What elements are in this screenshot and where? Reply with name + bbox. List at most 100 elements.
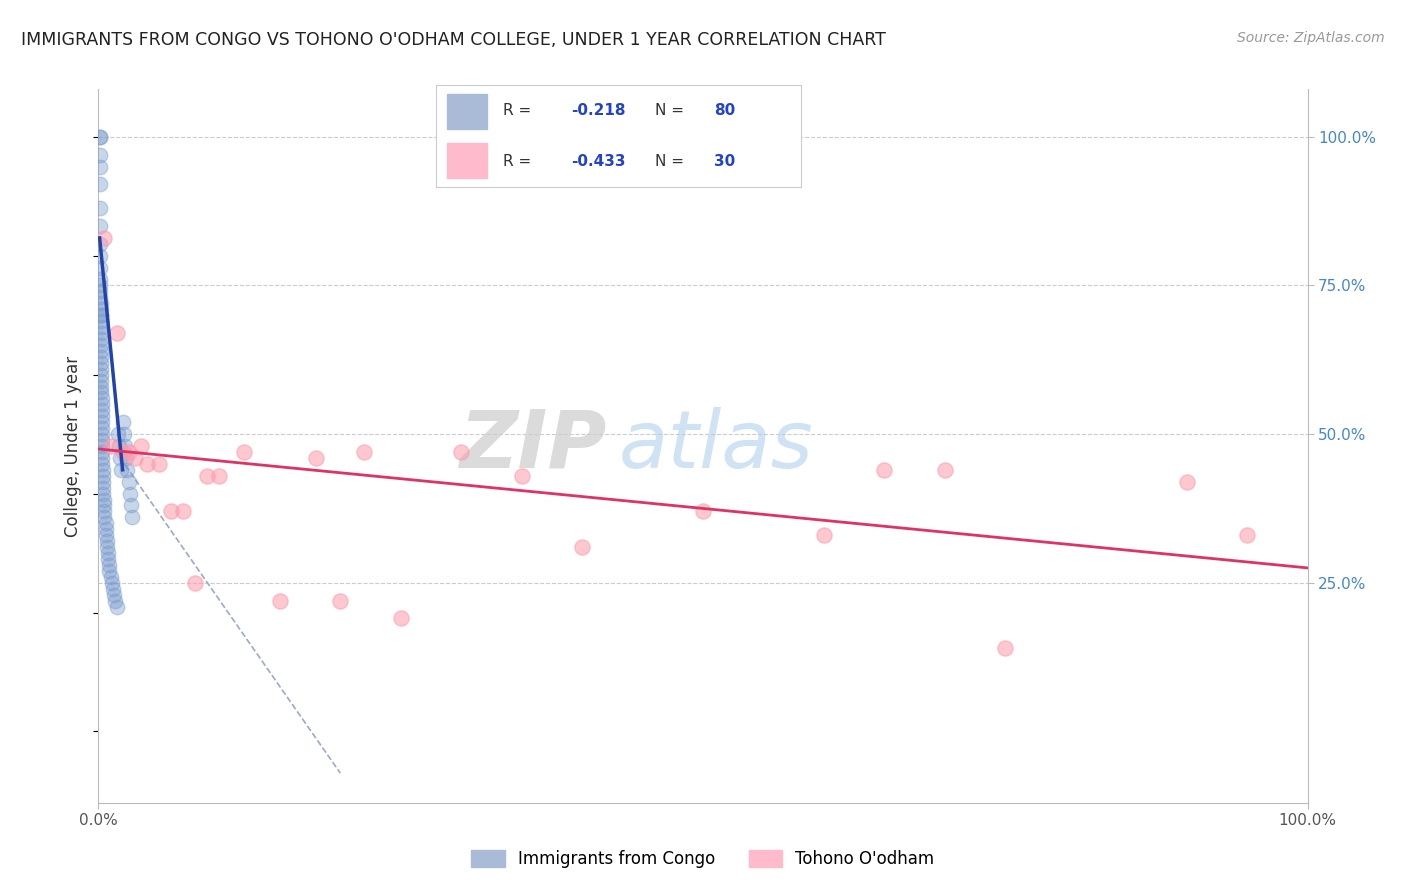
Point <box>89 290 111 304</box>
Point <box>103 588 125 602</box>
Point <box>90 332 112 346</box>
Point <box>120 499 142 513</box>
Point <box>91 392 114 406</box>
Point <box>353 445 375 459</box>
Point <box>108 450 131 465</box>
Point <box>91 450 114 465</box>
Bar <box>447 94 486 128</box>
Point <box>208 468 231 483</box>
Point <box>93 492 115 507</box>
Point <box>90 343 112 358</box>
Point <box>89 249 111 263</box>
Point <box>89 178 111 192</box>
Point <box>91 439 114 453</box>
Point <box>90 350 112 364</box>
Point <box>96 540 118 554</box>
Point <box>129 439 152 453</box>
Point <box>232 445 254 459</box>
Point <box>117 463 139 477</box>
Point <box>96 534 118 549</box>
Point <box>91 397 114 411</box>
Point <box>101 582 124 596</box>
Point <box>93 504 115 518</box>
Point <box>994 641 1017 656</box>
Point <box>1236 528 1258 542</box>
Point <box>93 510 115 524</box>
Point <box>105 326 128 340</box>
Point <box>329 593 352 607</box>
Point <box>91 415 114 429</box>
Text: N =: N = <box>655 153 689 169</box>
Point <box>91 481 114 495</box>
Point <box>389 611 412 625</box>
Point <box>94 522 117 536</box>
Point <box>934 463 956 477</box>
Point <box>121 510 143 524</box>
Point <box>91 445 114 459</box>
Point <box>172 504 194 518</box>
Point <box>90 385 112 400</box>
Point <box>91 475 114 489</box>
Text: IMMIGRANTS FROM CONGO VS TOHONO O'ODHAM COLLEGE, UNDER 1 YEAR CORRELATION CHART: IMMIGRANTS FROM CONGO VS TOHONO O'ODHAM … <box>21 31 886 49</box>
Point <box>93 499 115 513</box>
Point <box>89 260 111 275</box>
Point <box>873 463 896 477</box>
Point <box>90 379 112 393</box>
Point <box>160 504 183 518</box>
Point <box>98 564 121 578</box>
Point <box>97 546 120 560</box>
Point <box>269 593 291 607</box>
Point <box>90 374 112 388</box>
Point <box>91 486 114 500</box>
Point <box>124 450 146 465</box>
Point <box>90 338 112 352</box>
Point <box>111 445 134 459</box>
Point <box>93 231 115 245</box>
Text: R =: R = <box>503 153 537 169</box>
Point <box>89 147 111 161</box>
Point <box>90 308 112 322</box>
Point <box>195 468 218 483</box>
Point <box>89 278 111 293</box>
Point <box>90 326 112 340</box>
Point <box>91 468 114 483</box>
Point <box>94 516 117 531</box>
Point <box>115 450 138 465</box>
Point <box>114 439 136 453</box>
Text: Source: ZipAtlas.com: Source: ZipAtlas.com <box>1237 31 1385 45</box>
Point <box>89 201 111 215</box>
Point <box>89 219 111 233</box>
Point <box>89 285 111 299</box>
Point <box>135 457 157 471</box>
Point <box>571 540 593 554</box>
Point <box>91 463 114 477</box>
Text: R =: R = <box>503 103 537 119</box>
Point <box>89 129 111 144</box>
Point <box>100 575 122 590</box>
Text: 80: 80 <box>714 103 735 119</box>
Point <box>91 421 114 435</box>
Point <box>89 129 111 144</box>
Point <box>118 445 141 459</box>
Point <box>692 504 714 518</box>
Point <box>91 433 114 447</box>
Point <box>89 160 111 174</box>
Point <box>90 356 112 370</box>
Point <box>90 314 112 328</box>
Point <box>90 296 112 310</box>
Text: -0.218: -0.218 <box>571 103 626 119</box>
Point <box>94 528 117 542</box>
Text: -0.433: -0.433 <box>571 153 626 169</box>
Point <box>91 427 114 442</box>
Point <box>110 463 132 477</box>
Point <box>91 403 114 417</box>
Point <box>107 427 129 442</box>
Point <box>510 468 533 483</box>
Point <box>91 409 114 424</box>
Point <box>104 593 127 607</box>
Point <box>100 439 122 453</box>
Point <box>89 236 111 251</box>
Point <box>813 528 835 542</box>
Point <box>450 445 472 459</box>
Point <box>90 308 112 322</box>
